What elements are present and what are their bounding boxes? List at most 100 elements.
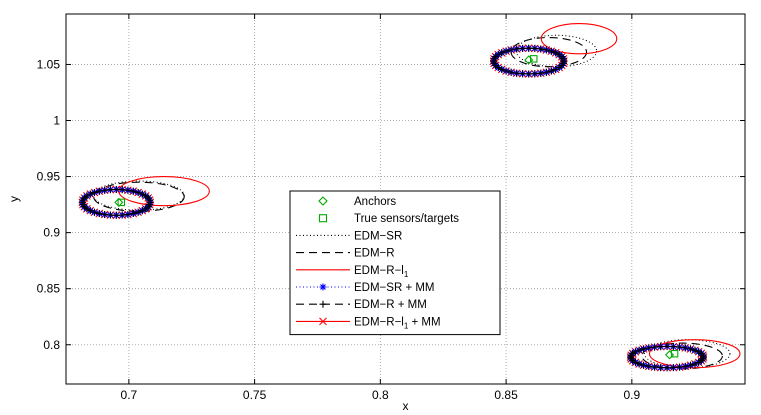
plus-marker — [525, 70, 533, 78]
plus-marker — [547, 67, 555, 75]
plus-marker — [631, 348, 639, 356]
y-tick-label: 0.95 — [37, 170, 61, 184]
plus-marker — [106, 211, 114, 219]
plus-marker — [513, 69, 521, 77]
plus-marker — [537, 45, 545, 53]
plus-marker — [95, 210, 103, 218]
diamond-marker — [318, 196, 328, 206]
ellipse-curve — [93, 181, 185, 212]
plus-marker — [699, 351, 707, 359]
axis-ticks: 0.7 0.75 0.8 0.85 0.9 0.8 0.85 0.9 0.95 1 1.05 — [37, 14, 745, 402]
legend-entry-edm_rl1_mm: EDM−R−l1 + MM — [296, 316, 441, 330]
plus-marker — [663, 364, 671, 372]
y-tick-label: 0.9 — [43, 226, 60, 240]
plus-marker — [657, 343, 665, 351]
plus-marker — [134, 188, 142, 196]
plus-marker — [124, 210, 132, 218]
plus-marker — [691, 360, 699, 368]
plus-marker — [681, 344, 689, 352]
plus-marker — [90, 188, 98, 196]
plus-marker — [657, 364, 665, 372]
plus-marker — [112, 185, 120, 193]
plus-marker — [676, 343, 684, 351]
plus-marker — [635, 346, 643, 354]
diamond-marker — [524, 55, 534, 65]
plus-marker — [640, 361, 648, 369]
plus-marker — [651, 363, 659, 371]
asterisk-marker — [319, 283, 327, 291]
plus-marker — [686, 345, 694, 353]
plus-marker — [552, 65, 560, 73]
plus-marker — [552, 49, 560, 57]
legend-entry-edm_r_mm: EDM−R + MM — [296, 299, 427, 311]
ellipse-curve — [643, 339, 731, 369]
diamond-marker — [664, 350, 675, 360]
y-axis-label: y — [7, 196, 21, 202]
plus-marker — [507, 68, 515, 76]
plus-marker — [537, 69, 545, 77]
legend-label: True sensors/targets — [354, 213, 459, 225]
ellipse-edm_r — [93, 181, 185, 212]
plus-marker — [695, 358, 703, 366]
plus-marker — [138, 207, 146, 215]
plus-marker — [555, 64, 563, 72]
plus-marker — [691, 346, 699, 354]
plus-marker — [519, 70, 527, 78]
plus-marker — [681, 362, 689, 370]
x-tick-label: 0.7 — [121, 388, 138, 402]
x-tick-label: 0.85 — [494, 388, 518, 402]
plus-marker — [101, 210, 109, 218]
square-marker — [670, 349, 679, 358]
plus-marker — [112, 211, 120, 219]
plus-marker — [502, 47, 510, 55]
plus-marker — [129, 210, 137, 218]
diamond-marker — [114, 197, 124, 207]
ellipse-curve — [118, 176, 210, 207]
ellipses — [78, 22, 741, 372]
ellipse-edm_rl1 — [118, 176, 210, 207]
plus-marker — [542, 46, 550, 54]
plus-marker — [507, 46, 515, 54]
ellipse-curve — [510, 36, 588, 68]
legend-entry-edm_sr: EDM−SR — [296, 230, 402, 242]
legend-label: EDM−SR — [354, 230, 402, 242]
plus-marker — [498, 49, 506, 57]
plus-marker — [90, 208, 98, 216]
plus-marker — [118, 186, 126, 194]
plus-marker — [129, 187, 137, 195]
plot-frame — [65, 13, 746, 385]
plus-marker — [124, 186, 132, 194]
plus-marker — [676, 363, 684, 371]
plus-marker — [547, 47, 555, 55]
plus-marker — [134, 208, 142, 216]
ellipse-curve — [540, 22, 618, 55]
plus-marker — [559, 55, 567, 63]
plus-marker — [645, 362, 653, 370]
plus-marker — [542, 68, 550, 76]
ellipse-edm_r_mm — [627, 342, 708, 372]
ellipse-edm_sr — [643, 339, 731, 369]
plus-marker — [106, 186, 114, 194]
ellipse-edm_r_mm — [78, 185, 154, 219]
cross-marker — [319, 317, 327, 326]
legend-label: EDM−SR + MM — [354, 282, 435, 294]
legend-entry-edm_sr_mm: EDM−SR + MM — [296, 282, 435, 294]
legend-entry-true: True sensors/targets — [318, 213, 459, 225]
plus-marker — [531, 70, 539, 78]
y-tick-label: 0.8 — [43, 338, 60, 352]
x-axis-label: x — [403, 399, 409, 413]
square-marker — [530, 55, 538, 63]
plus-marker — [669, 343, 677, 351]
ellipse-edm_rl1 — [540, 22, 618, 55]
ellipse-edm_r_mm — [490, 44, 568, 78]
legend-label: EDM−R + MM — [354, 299, 427, 311]
plus-marker — [519, 44, 527, 52]
legend-label: EDM−R−l1 + MM — [354, 316, 441, 330]
plus-marker — [531, 44, 539, 52]
legend-entry-anchors: Anchors — [318, 196, 396, 208]
y-tick-label: 0.85 — [37, 282, 61, 296]
ellipse-curve — [648, 339, 741, 369]
ellipse-edm_r — [510, 36, 588, 68]
points — [114, 55, 679, 360]
